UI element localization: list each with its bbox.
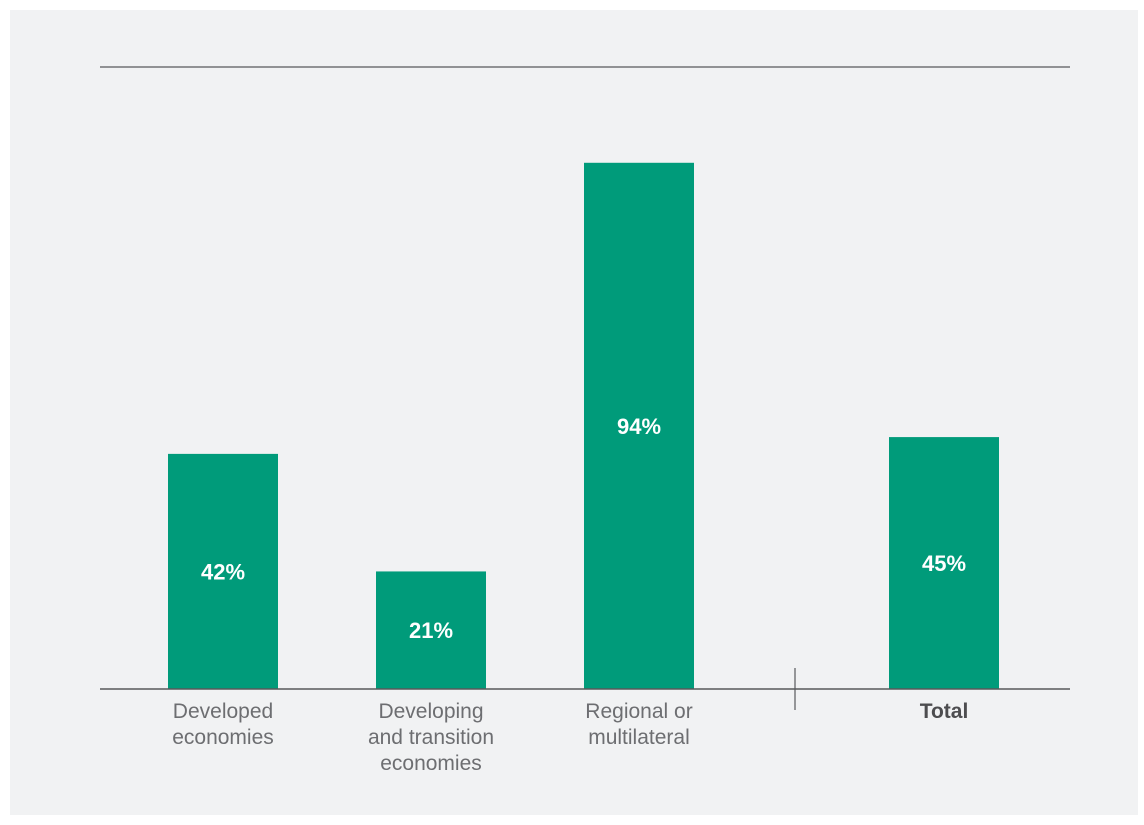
category-label-2: Regional or multilateral (585, 700, 693, 749)
bar-value-label-1: 21% (409, 618, 453, 643)
bars-group: 42% 21% 94% 45% (168, 162, 999, 690)
bar-2 (584, 162, 694, 690)
bar-0 (168, 453, 278, 689)
bar-value-label-2: 94% (617, 414, 661, 439)
bar-3 (889, 437, 999, 689)
bar-value-label-0: 42% (201, 559, 245, 584)
bar-value-label-3: 45% (922, 551, 966, 576)
category-label-1: Developing and transition economies (367, 700, 495, 775)
category-label-3: Total (919, 700, 969, 723)
category-label-0: Developed economies (172, 700, 274, 749)
bar-1 (376, 571, 486, 689)
